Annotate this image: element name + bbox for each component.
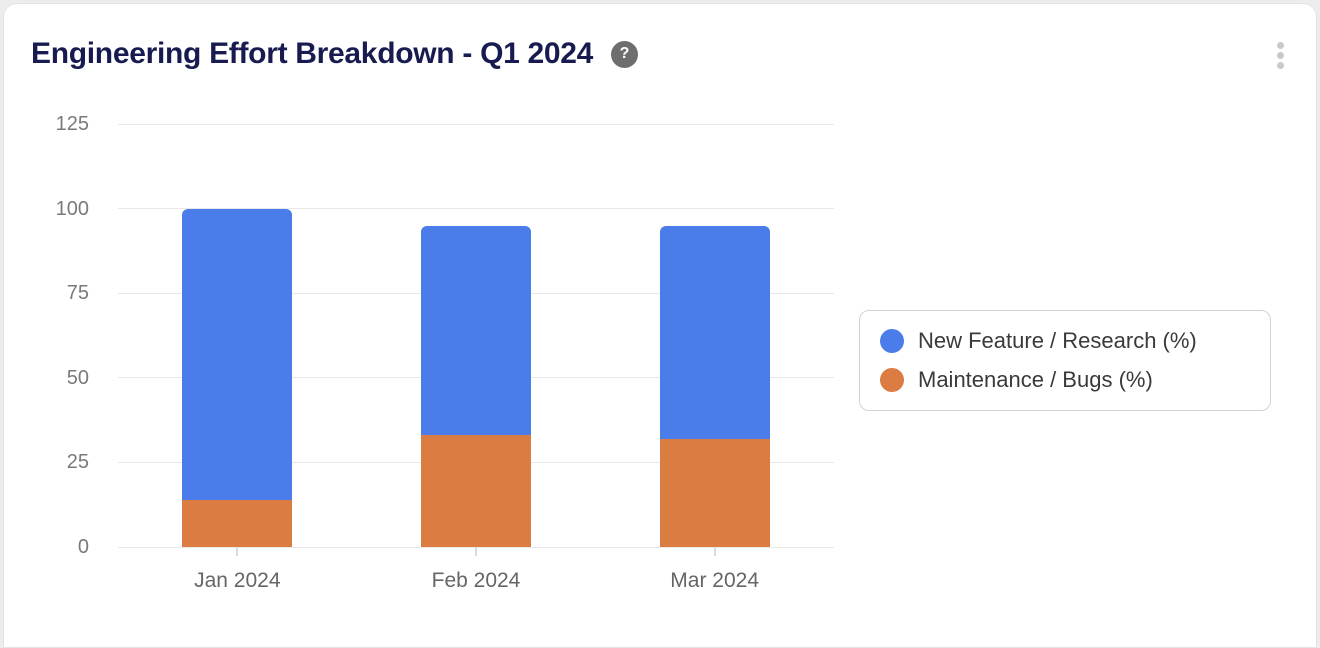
legend-item-new-feature[interactable]: New Feature / Research (%): [880, 324, 1252, 358]
bar-segment-feb-feature[interactable]: [421, 225, 531, 436]
y-axis-tick-label: 50: [66, 366, 89, 389]
legend: New Feature / Research (%) Maintenance / …: [859, 310, 1271, 411]
gridline: [118, 208, 834, 210]
y-axis-tick-label: 100: [55, 197, 89, 220]
chart-header: Engineering Effort Breakdown - Q1 2024 ?: [31, 37, 639, 71]
gridline: [118, 123, 834, 125]
x-axis-tick: [475, 547, 477, 556]
kebab-dot-icon: [1277, 62, 1284, 69]
kebab-dot-icon: [1277, 52, 1284, 59]
x-axis-tick: [713, 547, 716, 556]
chart-card: Engineering Effort Breakdown - Q1 2024 ?…: [3, 3, 1317, 648]
kebab-dot-icon: [1277, 42, 1284, 49]
plot-area: 0 25 50 75 100 125 Jan 2024 Feb 2024 Mar 2024: [56, 114, 834, 592]
x-axis-tick-label: Mar 2024: [670, 569, 760, 592]
legend-item-maintenance[interactable]: Maintenance / Bugs (%): [880, 363, 1252, 397]
help-icon[interactable]: ?: [611, 40, 639, 68]
bar-segment-feb-maintenance[interactable]: [421, 435, 531, 547]
x-axis-tick-label: Jan 2024: [194, 569, 281, 592]
bar-segment-jan-feature[interactable]: [182, 208, 293, 500]
bar-segment-jan-maintenance[interactable]: [182, 499, 293, 547]
legend-swatch-icon: [880, 329, 904, 353]
y-axis-tick-label: 125: [55, 113, 89, 135]
chart-title: Engineering Effort Breakdown - Q1 2024: [31, 37, 594, 70]
x-axis-tick: [236, 547, 239, 556]
legend-swatch-icon: [880, 368, 904, 392]
more-options-button[interactable]: [1275, 40, 1286, 71]
x-axis-tick-label: Feb 2024: [431, 569, 521, 592]
y-axis-tick-label: 75: [66, 282, 89, 305]
y-axis-tick-label: 0: [77, 536, 89, 558]
y-axis-tick-label: 25: [66, 451, 89, 474]
bar-segment-mar-maintenance[interactable]: [659, 438, 770, 547]
legend-label: Maintenance / Bugs (%): [918, 367, 1153, 392]
bar-segment-mar-feature[interactable]: [659, 225, 770, 439]
legend-label: New Feature / Research (%): [918, 328, 1197, 353]
